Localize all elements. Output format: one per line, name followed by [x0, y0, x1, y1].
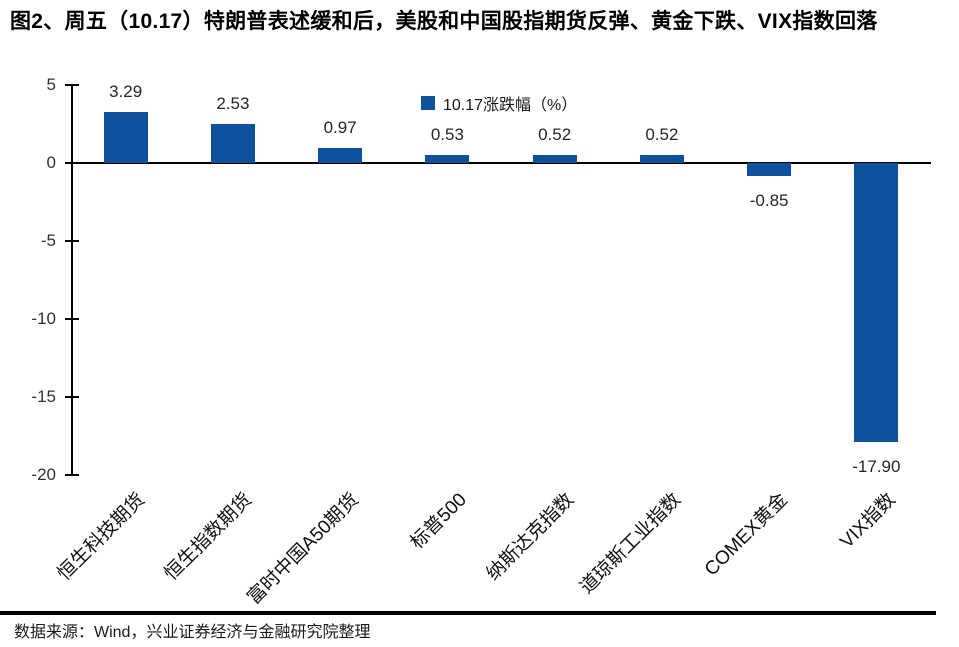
y-axis-tick-mark: [65, 162, 79, 164]
bar-value-label: 0.52: [538, 124, 572, 144]
bar: [318, 147, 363, 163]
bar-value-label: -17.90: [852, 457, 901, 477]
chart-legend: 10.17涨跌幅（%）: [421, 91, 577, 115]
bar: [854, 163, 899, 443]
x-axis-label: 富时中国A50期货: [243, 489, 364, 609]
x-axis-label: 恒生科技期货: [53, 489, 149, 585]
data-source-note: 数据来源：Wind，兴业证券经济与金融研究院整理: [14, 624, 371, 641]
x-axis-label: 恒生指数期货: [160, 489, 257, 585]
bar: [210, 123, 255, 163]
legend-marker-icon: [421, 96, 435, 110]
y-axis-line: [71, 85, 73, 475]
y-axis-tick-label: -15: [31, 387, 56, 406]
bar: [639, 154, 684, 163]
legend-label: 10.17涨跌幅（%）: [443, 97, 578, 114]
bar: [103, 111, 148, 163]
x-axis-zero-line: [71, 162, 931, 164]
y-axis-tick-label: -5: [40, 231, 56, 250]
x-axis-label: COMEX黄金: [701, 489, 793, 581]
y-axis-tick-label: 5: [46, 75, 56, 94]
bar-value-label: 2.53: [216, 93, 250, 113]
divider-rule: [0, 611, 936, 615]
x-axis-label: 道琼斯工业指数: [576, 489, 686, 599]
chart-title: 图2、周五（10.17）特朗普表述缓和后，美股和中国股指期货反弹、黄金下跌、VI…: [10, 10, 878, 33]
y-axis-tick-mark: [65, 240, 79, 242]
x-axis-label: VIX指数: [836, 489, 900, 553]
y-axis-tick-mark: [65, 396, 79, 398]
bar-value-label: 0.97: [323, 117, 357, 137]
bar: [747, 163, 792, 177]
x-axis-label: 标普500: [406, 489, 471, 554]
bar-value-label: -0.85: [749, 191, 789, 211]
bar-value-label: 0.52: [645, 124, 679, 144]
y-axis-tick-label: -10: [31, 309, 56, 328]
bar: [425, 154, 470, 163]
bar: [532, 154, 577, 163]
y-axis-tick-label: -20: [31, 465, 56, 484]
bar-value-label: 0.53: [430, 124, 464, 144]
y-axis-tick-mark: [65, 318, 79, 320]
y-axis-tick-label: 0: [46, 153, 56, 172]
x-axis-label: 纳斯达克指数: [482, 489, 578, 585]
y-axis-tick-mark: [65, 84, 79, 86]
y-axis-tick-mark: [65, 474, 79, 476]
bar-value-label: 3.29: [109, 81, 143, 101]
